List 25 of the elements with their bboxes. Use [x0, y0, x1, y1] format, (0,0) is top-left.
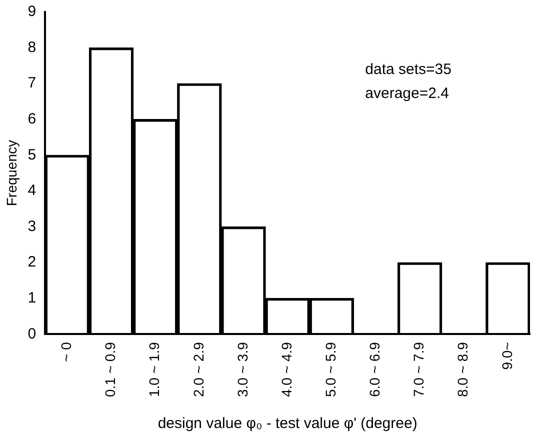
y-tick-label: 1 [28, 289, 36, 306]
y-tick-label: 2 [28, 254, 36, 271]
y-axis-title: Frequency [3, 140, 20, 206]
y-tick-label: 0 [28, 325, 36, 342]
annotation: data sets=35 [365, 61, 452, 78]
x-tick-label: 0.1 ~ 0.9 [102, 342, 118, 398]
x-axis-title: design value φ₀ - test value φ' (degree) [158, 415, 418, 432]
y-tick-label: 8 [28, 38, 36, 56]
y-tick-label: 9 [28, 3, 36, 20]
y-tick-label: 5 [28, 146, 36, 164]
y-tick-label: 7 [28, 74, 36, 92]
x-tick-label: 5.0 ~ 5.9 [322, 342, 339, 398]
annotation: average=2.4 [365, 85, 449, 102]
x-tick-label: 3.0 ~ 3.9 [234, 342, 250, 398]
x-tick-label: 6.0 ~ 6.9 [366, 342, 383, 398]
y-tick-label: 6 [28, 110, 36, 128]
x-tick-label: 2.0 ~ 2.9 [190, 342, 206, 398]
x-tick-label: 7.0 ~ 7.9 [410, 342, 427, 398]
x-tick-label: 1.0 ~ 1.9 [146, 342, 162, 398]
y-tick-label: 3 [28, 218, 36, 235]
x-tick-label: 4.0 ~ 4.9 [278, 342, 294, 398]
y-tick-label: 4 [28, 182, 36, 200]
x-tick-label: 8.0 ~ 8.9 [454, 342, 471, 398]
x-tick-label: 9.0~ [498, 342, 515, 370]
x-tick-label: ~ 0 [58, 342, 74, 362]
